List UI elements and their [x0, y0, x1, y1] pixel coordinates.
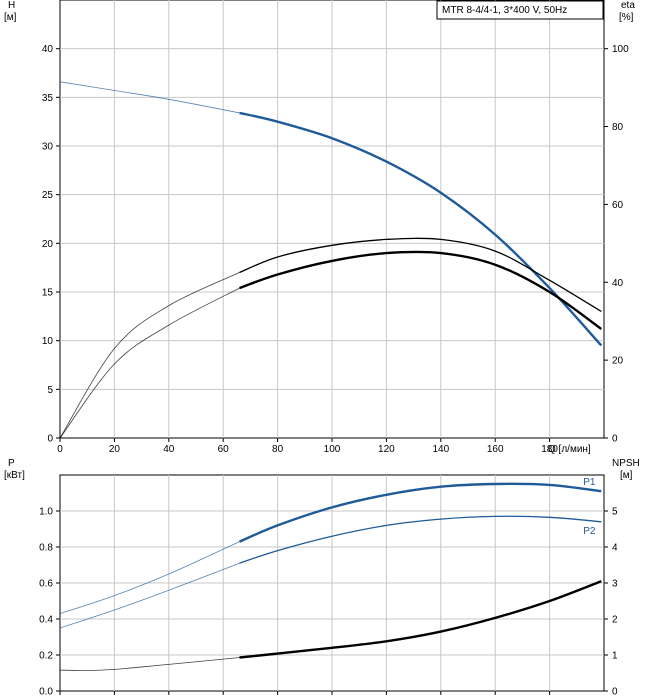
- y-right-tick-label: 20: [612, 356, 624, 367]
- upper-right-axis-label-line2: [%]: [619, 12, 634, 23]
- title-box: [436, 0, 604, 20]
- y-right-tick-label: 5: [612, 507, 618, 518]
- y-left-tick-label: 40: [42, 44, 54, 55]
- x-tick-label: 20: [109, 444, 121, 455]
- y-right-tick-label: 4: [612, 543, 618, 554]
- x-tick-label: 180: [541, 444, 558, 455]
- y-left-tick-label: 0.4: [39, 615, 53, 626]
- y-right-tick-label: 1: [612, 651, 618, 662]
- series-line-lower-0-extrapolated: [59, 541, 240, 614]
- series-label-p1: P1: [583, 477, 596, 488]
- y-left-tick-label: 30: [42, 142, 54, 153]
- upper-left-axis-label-line2: [м]: [4, 12, 17, 23]
- x-tick-label: 80: [272, 444, 284, 455]
- x-tick-label: 160: [487, 444, 504, 455]
- x-tick-label: 140: [432, 444, 449, 455]
- x-tick-label: 40: [163, 444, 175, 455]
- y-left-tick-label: 0.0: [39, 687, 53, 698]
- lower-grid: [60, 475, 604, 691]
- series-line-upper-2-extrapolated: [59, 272, 240, 439]
- y-right-tick-label: 2: [612, 615, 618, 626]
- series-line-lower-1: [239, 515, 602, 564]
- lower-right-axis-label-line2: [м]: [620, 470, 633, 481]
- y-right-tick-label: 100: [612, 44, 629, 55]
- y-right-tick-label: 40: [612, 278, 624, 289]
- series-line-lower-2-extrapolated: [59, 657, 240, 671]
- series-line-upper-0: [239, 111, 603, 347]
- series-label-p2: P2: [583, 526, 596, 537]
- lower-left-axis-label-line2: [кВт]: [4, 470, 25, 481]
- y-left-tick-label: 1.0: [39, 507, 53, 518]
- upper-right-axis-label-line1: eta: [621, 0, 635, 11]
- upper-left-axis-label-line1: H: [8, 0, 15, 11]
- x-tick-label: 0: [57, 444, 63, 455]
- series-line-lower-2: [239, 580, 602, 659]
- series-line-upper-1-extrapolated: [59, 287, 240, 439]
- y-left-tick-label: 0.2: [39, 651, 53, 662]
- y-left-tick-label: 25: [42, 190, 54, 201]
- y-left-tick-label: 0.6: [39, 579, 53, 590]
- lower-left-axis-label-line1: P: [8, 458, 15, 469]
- x-tick-label: 120: [378, 444, 395, 455]
- y-left-tick-label: 15: [42, 288, 54, 299]
- y-left-tick-label: 0.8: [39, 543, 53, 554]
- lower-series: P1 P2: [59, 477, 602, 671]
- upper-ticks: 0 20 40 60 80 100 120 140 160 180 0 5 10 15 20 25 30 35 40…: [42, 44, 629, 455]
- upper-grid: [60, 0, 604, 438]
- series-line-lower-0: [239, 482, 602, 543]
- x-tick-label: 100: [324, 444, 341, 455]
- series-line-upper-0-extrapolated: [59, 81, 240, 114]
- upper-series: [59, 81, 603, 439]
- x-tick-label: 60: [218, 444, 230, 455]
- lower-right-axis-label-line1: NPSH: [612, 458, 640, 469]
- y-left-tick-label: 10: [42, 336, 54, 347]
- series-line-lower-1-extrapolated: [59, 562, 240, 629]
- series-line-upper-2: [239, 237, 602, 313]
- y-left-tick-label: 35: [42, 93, 54, 104]
- y-right-tick-label: 80: [612, 122, 624, 133]
- y-right-tick-label: 3: [612, 579, 618, 590]
- y-left-tick-label: 0: [47, 434, 53, 445]
- x-axis-label: Q [л/мин]: [548, 444, 591, 455]
- y-right-tick-label: 0: [612, 687, 618, 698]
- chart-title: MTR 8-4/4-1, 3*400 V, 50Hz: [442, 5, 567, 16]
- y-left-tick-label: 20: [42, 239, 54, 250]
- y-right-tick-label: 60: [612, 200, 624, 211]
- series-line-upper-1: [239, 250, 603, 330]
- lower-ticks: 0.0 0.2 0.4 0.6 0.8 1.0 0 1 2 3 4 5: [39, 507, 618, 698]
- y-right-tick-label: 0: [612, 434, 618, 445]
- y-left-tick-label: 5: [47, 385, 53, 396]
